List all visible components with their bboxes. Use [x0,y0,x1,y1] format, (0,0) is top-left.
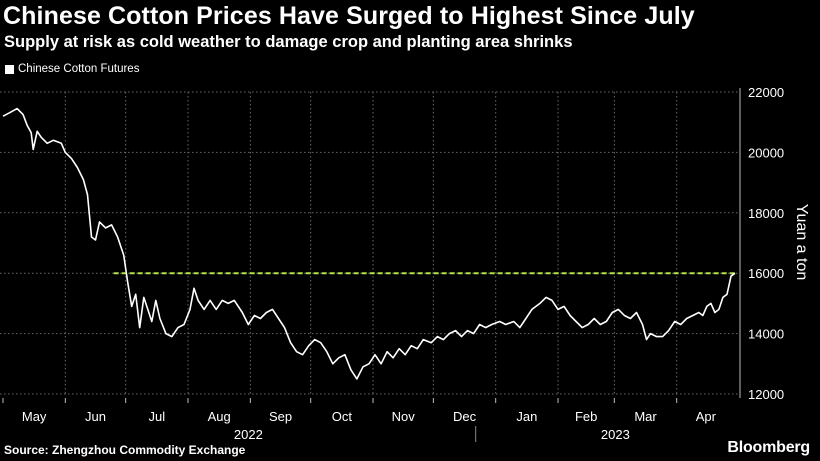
x-tick-label: Aug [208,409,231,424]
legend-label: Chinese Cotton Futures [18,63,140,75]
x-tick-label: Feb [575,409,597,424]
x-tick-label: Jun [85,409,106,424]
series-line-chinese-cotton-futures [2,107,736,380]
x-tick-label: Jul [149,409,166,424]
y-tick-label: 12000 [748,387,784,402]
y-tick-label: 14000 [748,327,784,342]
brand-logo: Bloomberg [727,439,810,456]
legend-swatch [5,64,14,74]
y-tick-label: 16000 [748,266,784,281]
legend: Chinese Cotton Futures [5,63,139,75]
x-tick-label: Apr [696,409,717,424]
x-year-label: 2022 [234,427,263,442]
y-tick-label: 22000 [748,85,784,100]
y-axis-title: Yuan a ton [793,204,810,281]
chart-subtitle: Supply at risk as cold weather to damage… [4,33,573,51]
x-tick-label: Sep [269,409,292,424]
source-note: Source: Zhengzhou Commodity Exchange [4,443,246,457]
x-tick-label: May [22,409,47,424]
y-tick-label: 20000 [748,145,784,160]
chart-title: Chinese Cotton Prices Have Surged to Hig… [3,2,695,30]
y-tick-label: 18000 [748,206,784,221]
x-tick-label: Jan [516,409,537,424]
x-tick-label: Mar [634,409,657,424]
x-year-label: 2023 [601,427,630,442]
x-tick-label: Dec [453,409,477,424]
x-tick-label: Nov [392,409,416,424]
x-tick-label: Oct [332,409,353,424]
